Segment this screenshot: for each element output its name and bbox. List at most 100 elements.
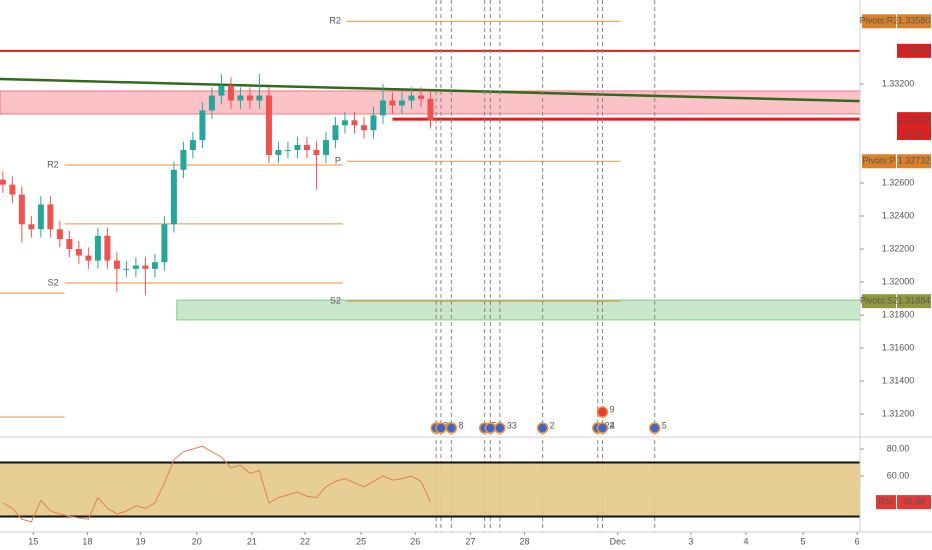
candle-body <box>284 150 291 152</box>
candle-body <box>170 169 177 225</box>
badge-name-box <box>862 154 896 169</box>
badge-name: RSI <box>878 496 893 506</box>
event-label: 33 <box>507 420 517 430</box>
event-icon <box>435 422 447 434</box>
event-icon <box>494 422 506 434</box>
candle-body <box>66 239 73 250</box>
pivot-label: S2 <box>48 277 59 287</box>
candle-body <box>313 150 320 155</box>
candle-body <box>408 95 415 101</box>
x-tick-label: 6 <box>855 536 860 546</box>
y-tick-label: 1.32200 <box>882 243 915 253</box>
candle-body <box>18 194 25 225</box>
candle-body <box>275 150 282 155</box>
candle-body <box>180 150 187 170</box>
trendline <box>0 77 860 103</box>
badge-value: 1.33580 <box>898 16 931 26</box>
x-tick-label: 25 <box>356 536 366 546</box>
candle-body <box>370 115 377 131</box>
candle-body <box>113 260 120 269</box>
candle-body <box>0 179 6 185</box>
badge-value: 40.68 <box>903 496 926 506</box>
badge-box <box>897 43 931 58</box>
pivot-label: S2 <box>330 296 341 306</box>
badge-box <box>897 14 931 29</box>
x-tick-label: 4 <box>743 536 748 546</box>
candle-body <box>123 268 130 270</box>
event-icon <box>484 422 497 434</box>
badge-value: 1.31884 <box>898 296 931 306</box>
candle-body <box>56 229 63 240</box>
candle-body <box>9 184 16 195</box>
event-label: 2 <box>609 420 614 430</box>
event-label: 2 <box>550 420 555 430</box>
candle-body <box>75 249 82 256</box>
candle-body <box>265 95 272 155</box>
candle-body <box>417 95 424 99</box>
x-tick-label: 22 <box>300 536 310 546</box>
candle-body <box>351 120 358 126</box>
candle-body <box>104 235 111 261</box>
candle-body <box>322 140 329 155</box>
badge-name: Pivots:P <box>862 156 895 166</box>
event-icon <box>648 422 661 434</box>
price-pane: R2PS2R2S28285333224295 <box>0 0 860 435</box>
candle-body <box>389 100 396 106</box>
candle-body <box>37 204 44 230</box>
y-tick-label: 80.00 <box>887 443 910 453</box>
badge-name-box <box>862 294 896 309</box>
candle-body <box>47 204 54 230</box>
candle-body <box>379 100 386 116</box>
event-icon <box>596 406 609 418</box>
badge-box <box>897 154 931 169</box>
event-label: 24 <box>605 420 615 430</box>
event-label: 8 <box>458 420 463 430</box>
x-tick-label: 3 <box>688 536 693 546</box>
y-tick-label: 1.31400 <box>882 375 915 385</box>
event-icon <box>536 422 549 434</box>
candle-body <box>142 265 149 269</box>
badge-name-box <box>876 495 896 510</box>
zone <box>176 299 860 321</box>
pivot-label: R2 <box>47 159 59 169</box>
candle-body <box>303 145 310 151</box>
event-icon <box>596 422 609 434</box>
y-tick-label: 60.00 <box>887 470 910 480</box>
candle-body <box>189 140 196 151</box>
candle-body <box>28 224 35 230</box>
candle-body <box>132 265 139 269</box>
x-tick-label: 26 <box>410 536 420 546</box>
y-tick-label: 1.32000 <box>882 276 915 286</box>
x-tick-label: 18 <box>82 536 92 546</box>
rsi-band <box>0 462 860 517</box>
candle-body <box>332 125 339 141</box>
pivot-label: P <box>335 156 341 166</box>
candle-body <box>360 125 367 131</box>
x-tick-label: 5 <box>800 536 805 546</box>
candle-body <box>256 95 263 101</box>
candle-body <box>208 95 215 111</box>
candle-body <box>199 110 206 141</box>
x-tick-label: 27 <box>465 536 475 546</box>
badge-value: 1.32732 <box>898 156 931 166</box>
rsi-line <box>2 445 431 523</box>
event-label: 9 <box>609 404 614 414</box>
candle-body <box>237 95 244 101</box>
candle-body <box>341 120 348 126</box>
event-label: 5 <box>662 420 667 430</box>
candle-body <box>427 98 434 121</box>
y-tick-label: 1.33200 <box>882 78 915 88</box>
y-tick-label: 1.31600 <box>882 342 915 352</box>
x-tick-label: 19 <box>136 536 146 546</box>
badge-name-box <box>862 14 896 29</box>
badge-box <box>897 495 931 510</box>
x-tick-label: 28 <box>520 536 530 546</box>
candle-body <box>85 255 92 261</box>
x-tick-label: 15 <box>28 536 38 546</box>
candle-body <box>161 224 168 263</box>
pivot-label: R2 <box>329 16 341 26</box>
badge-name: Pivots:S2 <box>860 296 898 306</box>
x-tick-label: 21 <box>247 536 257 546</box>
